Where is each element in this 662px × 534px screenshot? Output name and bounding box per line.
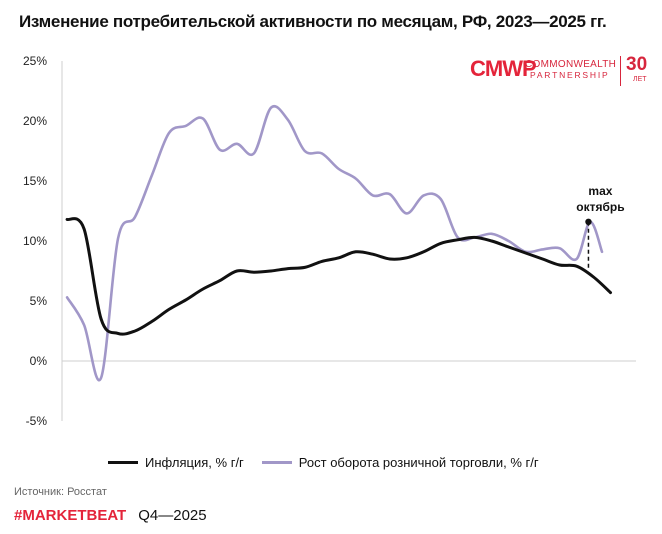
series-line-retail-turnover bbox=[65, 105, 604, 382]
logo-divider bbox=[620, 56, 621, 86]
legend-item-retail: Рост оборота розничной торговли, % г/г bbox=[261, 455, 539, 470]
y-tick-labels: -5% 0% 5% 10% 15% 20% 25% bbox=[23, 54, 47, 428]
y-tick-label: 15% bbox=[23, 174, 47, 188]
legend-swatch-retail bbox=[261, 461, 292, 464]
y-tick-label: 10% bbox=[23, 234, 47, 248]
max-annotation-label: max bbox=[588, 184, 612, 198]
legend-swatch-inflation bbox=[108, 461, 138, 464]
report-period: Q4—2025 bbox=[138, 507, 207, 524]
legend-item-inflation: Инфляция, % г/г bbox=[108, 455, 244, 470]
chart-series bbox=[65, 105, 612, 382]
y-tick-label: 0% bbox=[30, 354, 48, 368]
y-tick-label: 5% bbox=[30, 294, 48, 308]
footer: #MARKETBEAT Q4—2025 bbox=[14, 507, 207, 524]
source-note: Источник: Росстат bbox=[14, 486, 107, 498]
chart-axes bbox=[61, 61, 636, 421]
chart-legend: Инфляция, % г/г Рост оборота розничной т… bbox=[108, 455, 557, 470]
logo-anniversary-label: ЛЕТ bbox=[633, 76, 647, 83]
cmwp-logo: CMWP COMMONWEALTH PARTNERSHIP 30 ЛЕТ bbox=[470, 54, 655, 90]
max-annotation-dot bbox=[585, 218, 592, 225]
legend-label-inflation: Инфляция, % г/г bbox=[145, 455, 244, 470]
legend-label-retail: Рост оборота розничной торговли, % г/г bbox=[298, 455, 539, 470]
logo-text-partnership: PARTNERSHIP bbox=[530, 70, 610, 80]
y-tick-label: 20% bbox=[23, 114, 47, 128]
series-line-inflation bbox=[65, 217, 612, 336]
logo-text-commonwealth: COMMONWEALTH bbox=[525, 59, 617, 70]
max-annotation-month: октябрь bbox=[576, 200, 624, 214]
logo-anniversary-number: 30 bbox=[626, 54, 648, 75]
y-tick-label: 25% bbox=[23, 54, 47, 68]
y-tick-label: -5% bbox=[26, 414, 48, 428]
chart-annotations: max октябрь bbox=[576, 184, 625, 269]
chart-title: Изменение потребительской активности по … bbox=[19, 12, 607, 31]
marketbeat-brand: #MARKETBEAT bbox=[14, 507, 127, 524]
logo-mark: CMWP bbox=[470, 56, 537, 81]
